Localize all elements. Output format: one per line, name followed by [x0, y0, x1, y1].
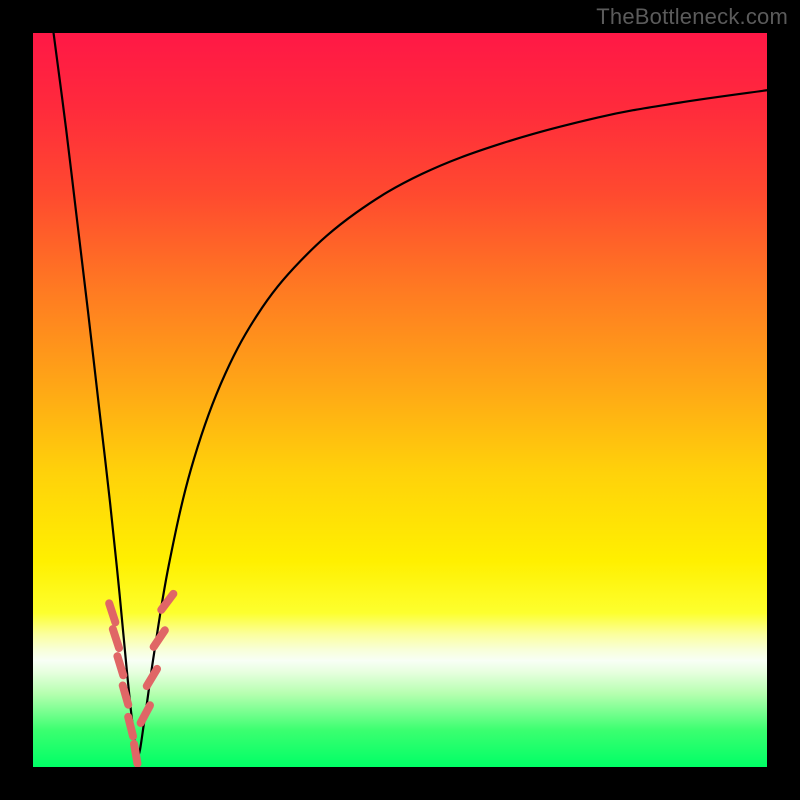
chart-frame: TheBottleneck.com: [0, 0, 800, 800]
curve-marker: [134, 744, 137, 764]
watermark-text: TheBottleneck.com: [596, 4, 788, 30]
curve-marker: [128, 717, 133, 736]
curve-marker: [117, 656, 123, 675]
curve-marker: [123, 685, 129, 704]
bottleneck-curve-plot: [33, 33, 767, 767]
